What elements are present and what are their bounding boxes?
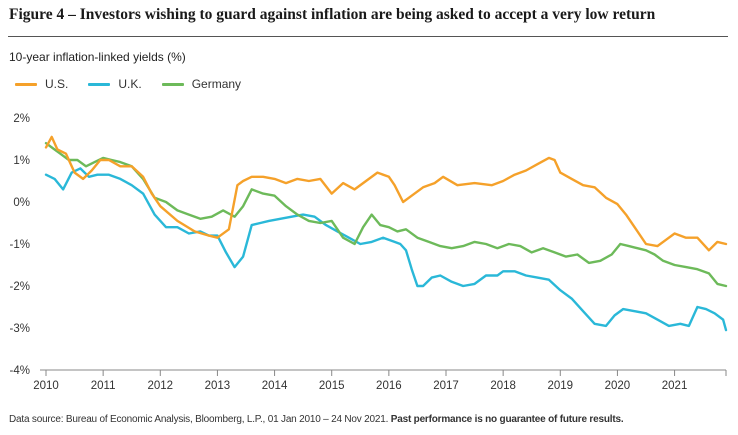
x-tick-label: 2020 — [605, 380, 631, 392]
series-germany-line — [44, 142, 728, 288]
x-tick-label: 2018 — [490, 380, 516, 392]
figure-title: Figure 4 – Investors wishing to guard ag… — [9, 6, 656, 23]
series-lines — [44, 135, 728, 332]
series-us-line — [44, 135, 728, 252]
x-tick-label: 2013 — [205, 380, 231, 392]
legend-item-uk: U.K. — [88, 77, 142, 91]
legend-swatch-us — [15, 82, 37, 86]
y-tick-label: 1% — [13, 155, 30, 167]
legend-label-uk: U.K. — [118, 77, 142, 91]
source-text: Data source: Bureau of Economic Analysis… — [9, 414, 389, 425]
disclaimer-text: Past performance is no guarantee of futu… — [390, 414, 624, 425]
y-axis-ticks: 2% 1% 0% -1% -2% -3% -4% — [10, 113, 30, 377]
x-tick-label: 2010 — [33, 380, 59, 392]
legend-label-us: U.S. — [45, 77, 69, 91]
legend-item-germany: Germany — [161, 77, 242, 91]
chart-legend: U.S. U.K. Germany — [15, 77, 261, 91]
x-tick-label: 2015 — [319, 380, 345, 392]
x-tick-label: 2016 — [376, 380, 402, 392]
x-tick-label: 2017 — [433, 380, 459, 392]
y-tick-label: 2% — [13, 113, 30, 125]
legend-swatch-germany — [161, 82, 184, 86]
y-axis-label: 10-year inflation-linked yields (%) — [9, 50, 186, 64]
x-tick-label: 2014 — [262, 380, 288, 392]
y-tick-label: -1% — [10, 239, 30, 251]
legend-swatch-uk — [88, 82, 111, 86]
legend-item-us: U.S. — [15, 77, 68, 91]
series-uk-line — [44, 167, 728, 332]
chart-source: Data source: Bureau of Economic Analysis… — [9, 414, 624, 425]
y-tick-label: -2% — [10, 281, 30, 293]
x-axis-ticks: 2010 2011 2012 2013 2014 2015 2016 2017 2018 2019… — [33, 369, 727, 392]
title-divider — [8, 36, 728, 37]
y-tick-label: -4% — [10, 365, 30, 377]
legend-label-germany: Germany — [191, 77, 242, 91]
x-tick-label: 2012 — [147, 380, 173, 392]
x-tick-label: 2011 — [91, 380, 116, 392]
x-tick-label: 2019 — [547, 380, 573, 392]
y-tick-label: 0% — [13, 197, 30, 209]
x-tick-label: 2021 — [662, 380, 688, 392]
y-tick-label: -3% — [10, 323, 30, 335]
